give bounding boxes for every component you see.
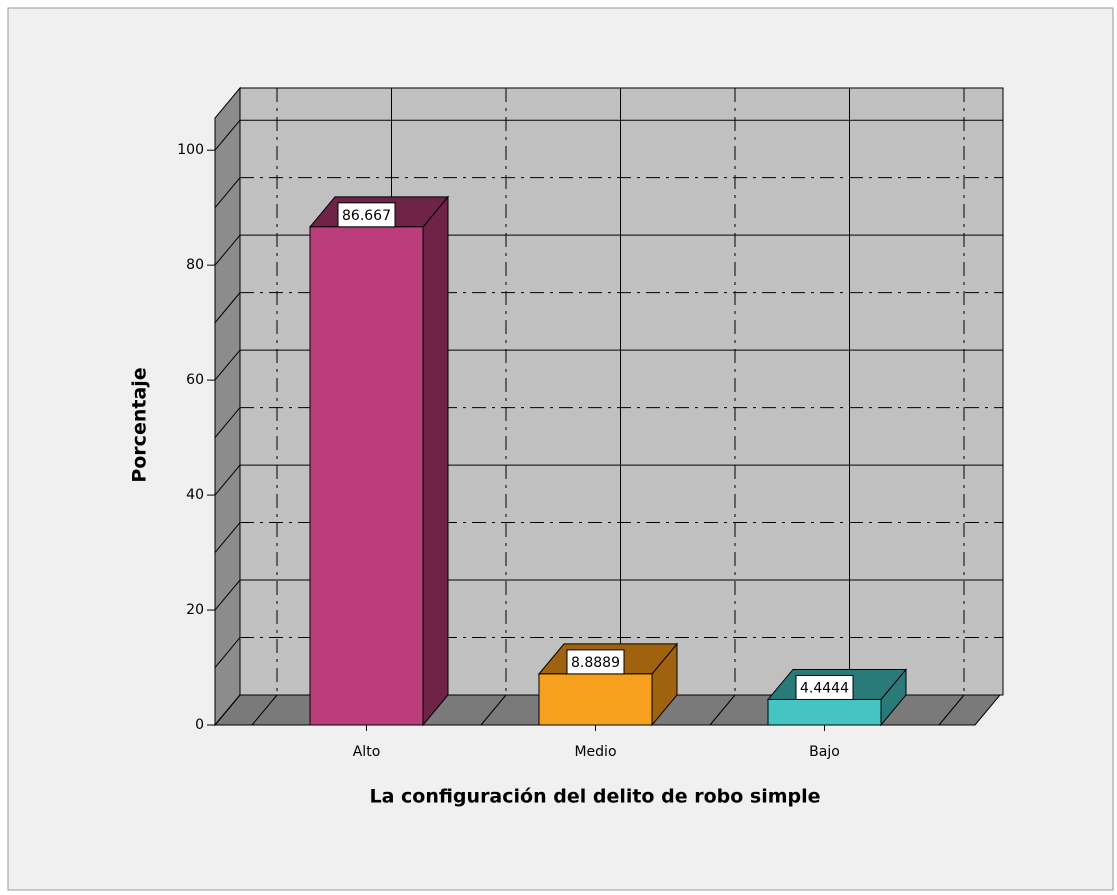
value-label: 86.667 — [342, 208, 391, 224]
value-label-box — [795, 674, 854, 700]
left-wall — [214, 86, 241, 727]
floor-line — [251, 694, 278, 726]
value-label: 8.8889 — [571, 655, 620, 671]
grid-line — [214, 694, 241, 726]
floor-line — [709, 694, 736, 726]
bar — [767, 698, 882, 726]
grid-line — [214, 119, 241, 151]
minor-grid-line — [214, 407, 241, 438]
y-tick-label: 80 — [186, 257, 204, 273]
minor-grid-line — [214, 637, 241, 668]
minor-grid-line — [214, 177, 241, 208]
grid-line — [214, 349, 241, 381]
bar — [309, 226, 424, 726]
y-tick-label: 60 — [186, 372, 204, 388]
y-tick-label: 0 — [195, 717, 204, 733]
x-axis-label: La configuración del delito de robo simp… — [369, 786, 820, 808]
bar-side — [422, 195, 449, 727]
x-tick-label: Bajo — [809, 744, 840, 760]
bar — [538, 673, 653, 726]
x-tick-label: Alto — [353, 744, 381, 760]
grid-line — [214, 464, 241, 496]
value-label-box — [337, 202, 396, 228]
value-label-box — [566, 649, 625, 675]
y-tick-label: 40 — [186, 487, 204, 503]
minor-grid-line — [214, 292, 241, 323]
floor-line — [480, 694, 507, 726]
y-tick-label: 20 — [186, 602, 204, 618]
x-tick-label: Medio — [574, 744, 616, 760]
grid-line — [214, 234, 241, 266]
floor-line — [938, 694, 965, 726]
y-tick-label: 100 — [177, 142, 204, 158]
value-label: 4.4444 — [800, 680, 849, 696]
y-axis-label: Porcentaje — [129, 367, 151, 482]
minor-grid-line — [214, 522, 241, 553]
grid-line — [214, 579, 241, 611]
